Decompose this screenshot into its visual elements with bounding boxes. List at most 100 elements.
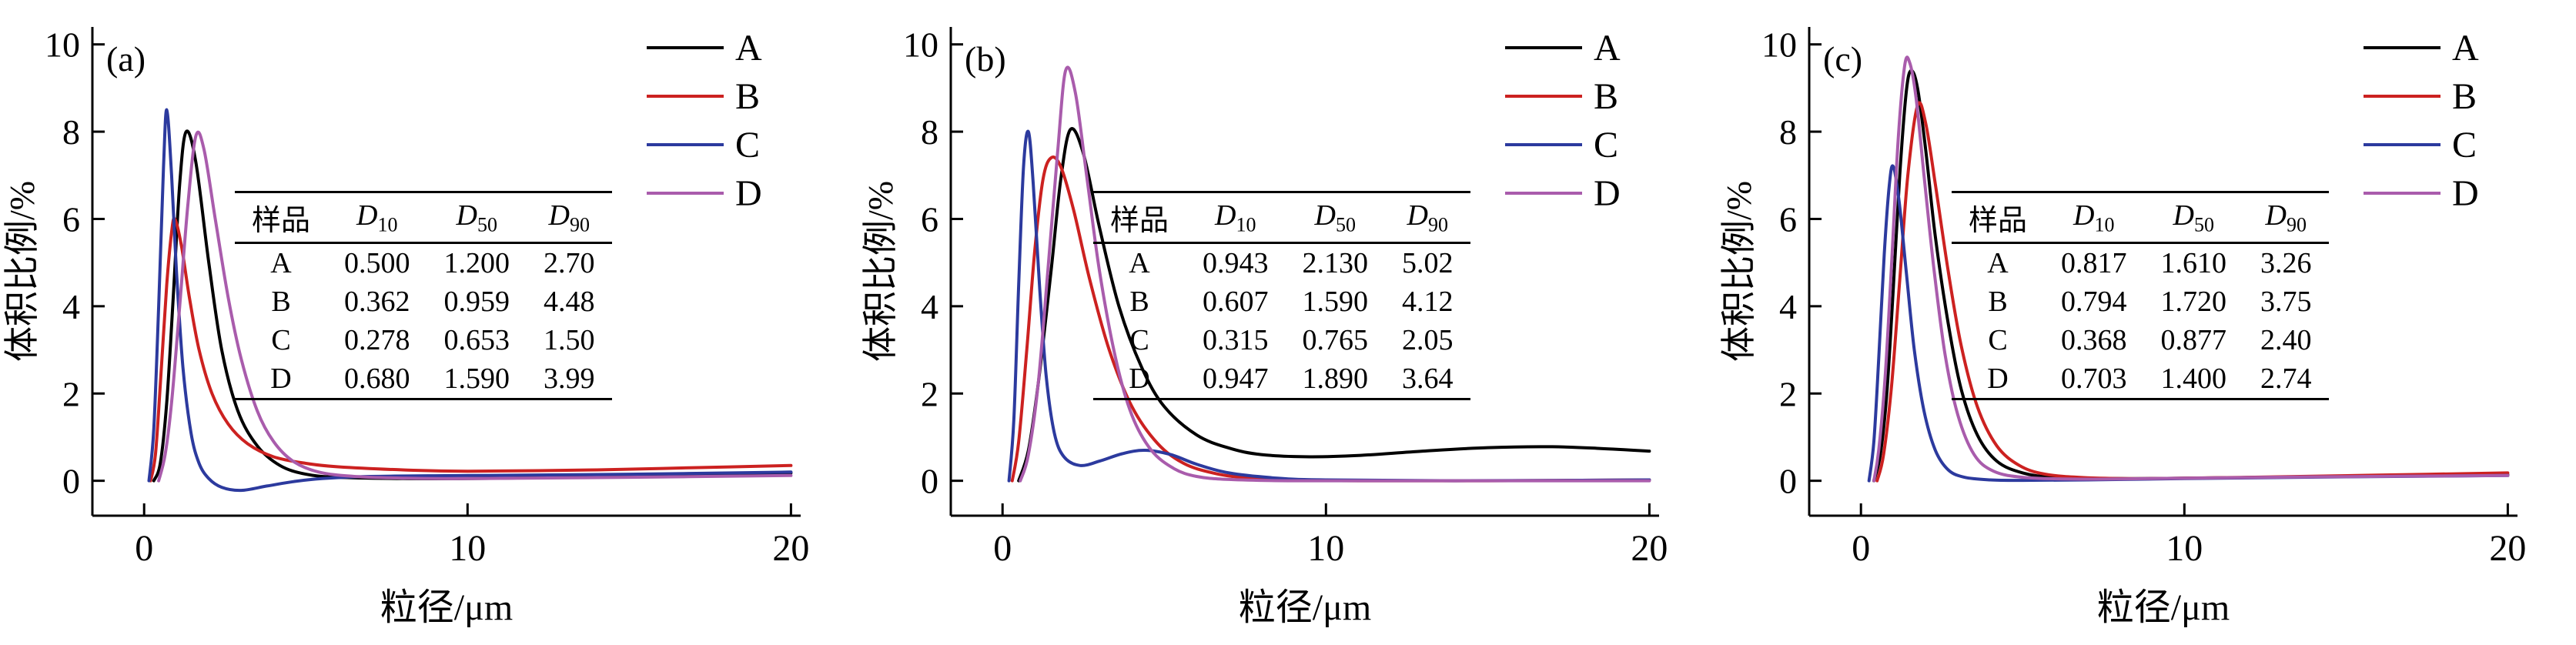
table-cell: 1.50 — [544, 324, 595, 356]
table-row: D 0.680 1.590 3.99 — [235, 359, 612, 399]
table-cell: 3.64 — [1402, 363, 1454, 395]
series-line-C — [147, 108, 793, 493]
x-tick-label: 10 — [2166, 528, 2203, 569]
table-cell: 0.278 — [344, 324, 410, 356]
table-header-cell: D50 — [2143, 192, 2244, 244]
chart-panel-b: 0 2 4 6 8 10 0 10 20 体积比例/% 粒径/μm (b) A B C D 样品 D10 D50 D9… — [858, 0, 1717, 645]
y-tick-label: 8 — [1779, 112, 1797, 152]
table-cell: 0.877 — [2160, 324, 2227, 356]
table-cell: A — [1987, 247, 2009, 279]
x-tick-label: 20 — [2489, 528, 2526, 569]
y-tick-label: 6 — [1779, 199, 1797, 239]
x-axis-title: 粒径/μm — [1239, 587, 1371, 628]
y-tick-label: 0 — [921, 462, 938, 501]
panel-label: (a) — [106, 39, 146, 79]
x-tick-label: 0 — [1852, 528, 1870, 569]
table-header-cell: D50 — [1285, 192, 1386, 244]
table-cell: D — [1129, 363, 1150, 395]
legend-label-C: C — [735, 125, 760, 165]
table-cell: 0.703 — [2061, 363, 2127, 395]
table-cell: 1.590 — [443, 363, 510, 395]
series-line-B — [149, 216, 793, 483]
x-tick-label: 10 — [449, 528, 486, 569]
table-cell: 1.590 — [1302, 286, 1369, 318]
table-cell: 0.607 — [1203, 286, 1269, 318]
table-row: C 0.315 0.765 2.05 — [1093, 321, 1470, 359]
d-value-table: 样品 D10 D50 D90 A 0.943 2.130 5.02 B 0.607 1.590 4.1… — [1093, 191, 1470, 400]
table-cell: 4.48 — [544, 286, 595, 318]
table-cell: 3.99 — [544, 363, 595, 395]
table-cell: 2.40 — [2260, 324, 2312, 356]
table-row: D 0.703 1.400 2.74 — [1952, 359, 2329, 399]
table-header-cell: D50 — [427, 192, 527, 244]
legend-label-D: D — [2452, 173, 2479, 214]
table-row: A 0.500 1.200 2.70 — [235, 243, 612, 283]
series-line-D — [1019, 65, 1651, 483]
legend-label-D: D — [1594, 173, 1621, 214]
table-cell: 3.26 — [2260, 247, 2312, 279]
y-axis-title: 体积比例/% — [2, 181, 42, 362]
chart-panel-c: 0 2 4 6 8 10 0 10 20 体积比例/% 粒径/μm (c) A B C D 样品 D10 D50 D9… — [1717, 0, 2575, 645]
table-cell: 0.680 — [344, 363, 410, 395]
table-row: A 0.943 2.130 5.02 — [1093, 243, 1470, 283]
table-cell: 0.315 — [1203, 324, 1269, 356]
chart-panel-a: 0 2 4 6 8 10 0 10 20 体积比例/% 粒径/μm (a) A B C D 样品 D10 D50 D9… — [0, 0, 858, 645]
x-tick-label: 0 — [135, 528, 153, 569]
legend-label-D: D — [735, 173, 762, 214]
x-axis-title: 粒径/μm — [2097, 587, 2230, 628]
x-tick-label: 20 — [772, 528, 809, 569]
table-cell: 1.400 — [2160, 363, 2227, 395]
y-tick-label: 2 — [921, 374, 938, 413]
table-cell: 1.720 — [2160, 286, 2227, 318]
d-value-table: 样品 D10 D50 D90 A 0.817 1.610 3.26 B 0.794 1.720 3.7… — [1952, 191, 2329, 400]
table-cell: 0.947 — [1203, 363, 1269, 395]
table-row: C 0.368 0.877 2.40 — [1952, 321, 2329, 359]
table-cell: 0.765 — [1302, 324, 1369, 356]
table-cell: 4.12 — [1402, 286, 1454, 318]
table-cell: D — [270, 363, 292, 395]
table-header-cell: 样品 — [1093, 192, 1186, 244]
y-tick-label: 6 — [62, 199, 80, 239]
table-cell: 0.368 — [2061, 324, 2127, 356]
table-cell: 2.130 — [1302, 247, 1369, 279]
series-line-D — [1872, 55, 2510, 483]
table-cell: D — [1987, 363, 2009, 395]
table-cell: C — [1988, 324, 2008, 356]
table-row: B 0.794 1.720 3.75 — [1952, 282, 2329, 321]
table-cell: 1.200 — [443, 247, 510, 279]
table-cell: 1.610 — [2160, 247, 2227, 279]
legend-label-A: A — [1594, 28, 1621, 69]
y-tick-label: 6 — [921, 199, 938, 239]
table-cell: B — [1988, 286, 2008, 318]
table-cell: B — [1129, 286, 1149, 318]
panel-label: (c) — [1823, 39, 1862, 79]
y-tick-label: 10 — [903, 25, 938, 65]
table-cell: 3.75 — [2260, 286, 2312, 318]
panel-label: (b) — [965, 39, 1006, 79]
y-tick-label: 8 — [921, 112, 938, 152]
x-tick-label: 20 — [1631, 528, 1668, 569]
table-header-cell: D10 — [2044, 192, 2144, 244]
d-value-table: 样品 D10 D50 D90 A 0.500 1.200 2.70 B 0.362 0.959 4.4… — [235, 191, 612, 400]
legend-label-A: A — [2452, 28, 2479, 69]
table-header-cell: 样品 — [235, 192, 328, 244]
legend-label-B: B — [2452, 76, 2477, 117]
table-cell: C — [1129, 324, 1149, 356]
table-cell: A — [1129, 247, 1150, 279]
y-tick-label: 2 — [62, 374, 80, 413]
table-header-cell: D90 — [2243, 192, 2329, 244]
table-cell: 2.74 — [2260, 363, 2312, 395]
table-row: C 0.278 0.653 1.50 — [235, 321, 612, 359]
table-cell: C — [271, 324, 291, 356]
table-header-cell: 样品 — [1952, 192, 2045, 244]
table-cell: 0.653 — [443, 324, 510, 356]
table-cell: 0.817 — [2061, 247, 2127, 279]
y-tick-label: 8 — [62, 112, 80, 152]
legend-label-A: A — [735, 28, 762, 69]
legend-label-B: B — [1594, 76, 1618, 117]
legend-label-C: C — [2452, 125, 2477, 165]
table-cell: 1.890 — [1302, 363, 1369, 395]
x-tick-label: 10 — [1307, 528, 1344, 569]
